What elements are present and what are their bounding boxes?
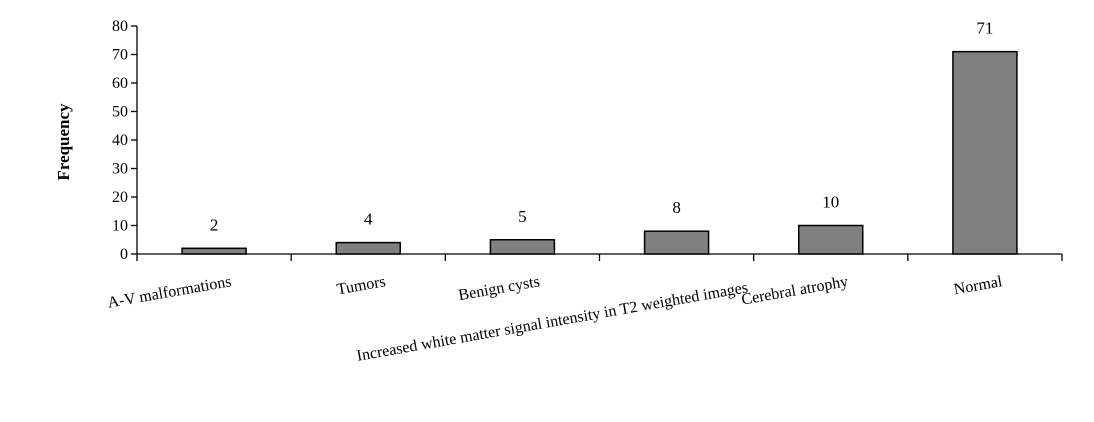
data-label-1: 4: [364, 210, 373, 229]
data-label-3: 8: [672, 198, 681, 217]
data-label-5: 71: [976, 19, 993, 38]
data-label-2: 5: [518, 207, 527, 226]
data-label-0: 2: [210, 215, 219, 234]
category-label-4: Cerebral atrophy: [740, 273, 849, 308]
bar-0: [181, 247, 247, 255]
y-axis-title-group: Frequency: [54, 103, 73, 181]
y-tick-label-2: 20: [112, 189, 128, 206]
y-tick-label-0: 0: [120, 246, 128, 263]
category-label-3: Increased white matter signal intensity …: [355, 279, 749, 365]
bar-2: [489, 239, 556, 255]
category-label-5: Normal: [953, 273, 1005, 298]
y-tick-label-7: 70: [112, 47, 128, 64]
y-tick-label-4: 40: [112, 132, 128, 149]
category-label-0: A-V malformations: [106, 273, 233, 312]
bar-3: [643, 230, 710, 255]
data-label-4: 10: [822, 193, 839, 212]
y-tick-label-5: 50: [112, 104, 128, 121]
y-axis-title: Frequency: [54, 103, 73, 181]
y-tick-label-8: 80: [112, 18, 128, 35]
plot-area: 0 10 20 30 40 50 60 70 80 2 A-V malformations 4 Tumo…: [106, 18, 1063, 365]
y-tick-label-3: 30: [112, 161, 128, 178]
y-tick-label-1: 10: [112, 218, 128, 235]
bar-4: [798, 224, 864, 255]
bar-5: [952, 50, 1018, 255]
bar-1: [335, 241, 401, 255]
y-tick-label-6: 60: [112, 75, 128, 92]
category-label-2: Benign cysts: [457, 273, 541, 304]
category-label-1: Tumors: [336, 273, 387, 298]
